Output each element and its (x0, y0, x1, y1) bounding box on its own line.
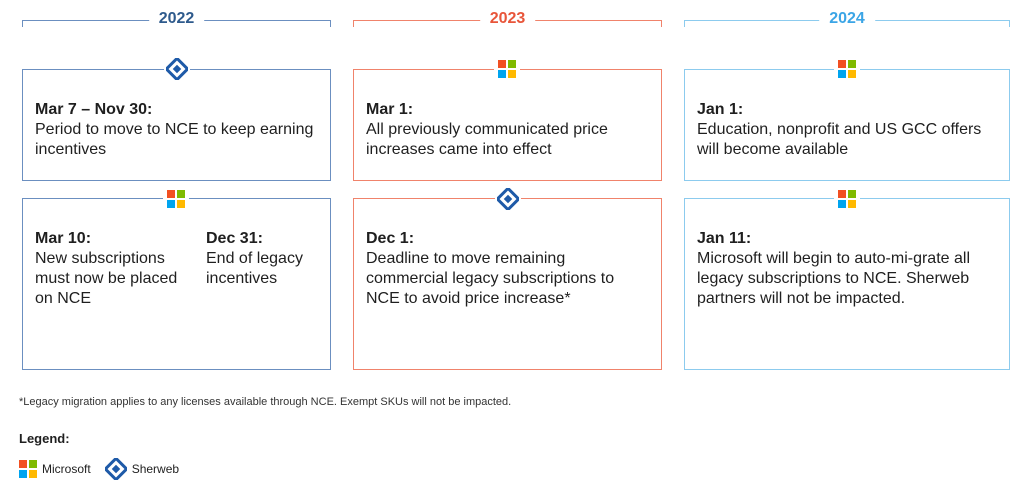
microsoft-icon (834, 56, 860, 82)
microsoft-icon (494, 56, 520, 82)
year-label-2024: 2024 (819, 8, 875, 30)
card-text: Deadline to move remaining commercial le… (366, 250, 615, 307)
card-2023-top: Mar 1: All previously communicated price… (353, 69, 662, 181)
microsoft-icon (19, 460, 37, 478)
year-header-2024: 2024 (684, 8, 1010, 30)
legend-item-sherweb: Sherweb (104, 458, 180, 480)
legend-label-sherweb: Sherweb (131, 462, 180, 476)
card-text: Microsoft will begin to auto-mi-grate al… (697, 250, 970, 307)
legend: Microsoft Sherweb (19, 458, 193, 480)
legend-title: Legend: (19, 431, 70, 446)
card-2022-top: Mar 7 – Nov 30: Period to move to NCE to… (22, 69, 331, 181)
card-date: Jan 1: (697, 101, 744, 118)
card-text: Education, nonprofit and US GCC offers w… (697, 121, 982, 158)
year-header-2023: 2023 (353, 8, 662, 30)
card-date: Jan 11: (697, 230, 752, 247)
sherweb-icon (104, 458, 127, 480)
card-2023-bottom: Dec 1: Deadline to move remaining commer… (353, 198, 662, 370)
year-header-2022: 2022 (22, 8, 331, 30)
microsoft-icon (834, 186, 860, 212)
card-date: Mar 10: (35, 230, 92, 247)
card-date: Dec 1: (366, 230, 415, 247)
card-text: All previously communicated price increa… (366, 121, 608, 158)
card-2022-bottom: Mar 10: New subscriptions must now be pl… (22, 198, 331, 370)
sherweb-icon (164, 56, 190, 82)
card-date: Dec 31: (206, 230, 263, 247)
legend-item-microsoft: Microsoft (19, 460, 91, 478)
card-text: End of legacy incentives (206, 250, 303, 287)
microsoft-icon (163, 186, 189, 212)
footnote: *Legacy migration applies to any license… (19, 396, 512, 408)
card-text: New subscriptions must now be placed on … (35, 250, 178, 307)
card-date: Mar 7 – Nov 30: (35, 101, 153, 118)
year-label-2023: 2023 (479, 8, 536, 30)
card-text: Period to move to NCE to keep earning in… (35, 121, 314, 158)
year-label-2022: 2022 (148, 8, 205, 30)
card-date: Mar 1: (366, 101, 414, 118)
card-2024-bottom: Jan 11: Microsoft will begin to auto-mi-… (684, 198, 1010, 370)
sherweb-icon (495, 186, 521, 212)
legend-label-microsoft: Microsoft (42, 462, 91, 476)
card-2024-top: Jan 1: Education, nonprofit and US GCC o… (684, 69, 1010, 181)
